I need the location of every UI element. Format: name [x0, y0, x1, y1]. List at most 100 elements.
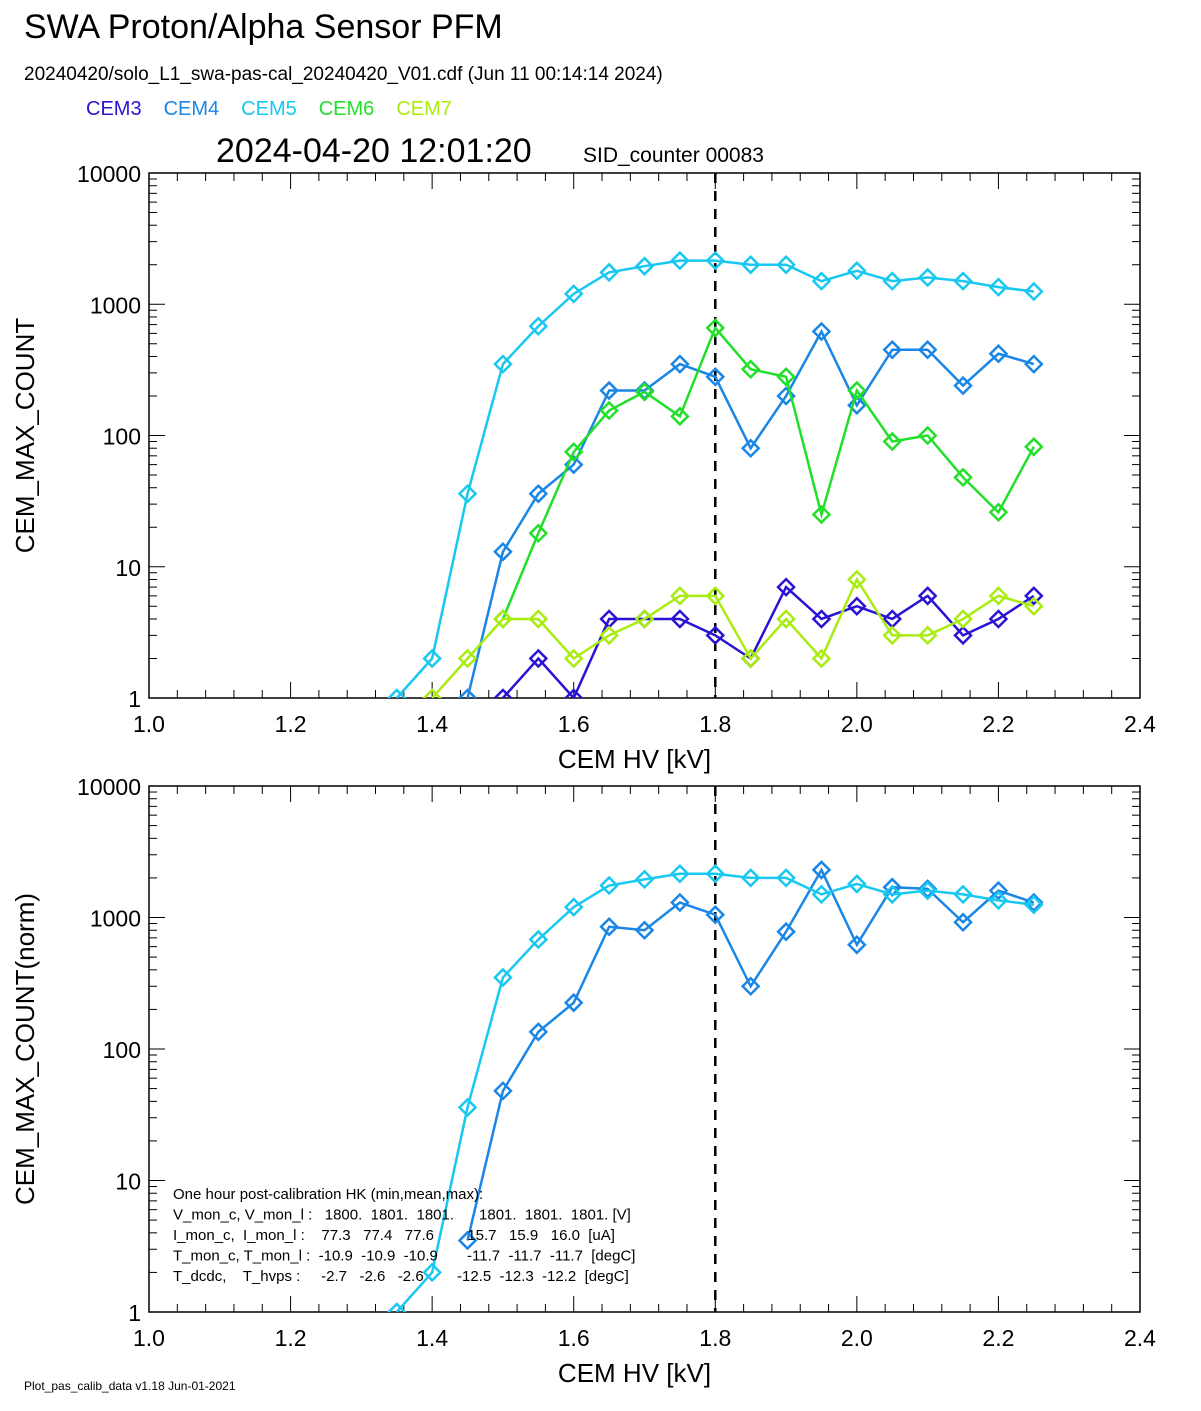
data-point-cem5 — [563, 897, 584, 917]
data-point-cem5 — [1024, 281, 1044, 302]
data-point-cem3 — [953, 625, 973, 646]
x-tick-label: 2.0 — [841, 1325, 873, 1351]
data-point-cem7 — [705, 586, 726, 606]
data-point-cem7 — [422, 688, 442, 698]
data-point-cem7 — [811, 648, 832, 669]
data-point-cem5 — [634, 256, 655, 276]
hk-annotation-line: One hour post-calibration HK (min,mean,m… — [173, 1186, 483, 1203]
data-point-cem6 — [670, 406, 690, 427]
data-point-cem6 — [811, 504, 832, 525]
data-point-cem6 — [882, 431, 903, 452]
data-point-cem5 — [457, 1097, 478, 1118]
data-point-cem4 — [953, 375, 973, 396]
data-point-cem5 — [493, 967, 513, 988]
data-point-cem7 — [953, 609, 973, 629]
data-point-cem5 — [386, 1302, 407, 1312]
data-point-cem7 — [776, 609, 796, 629]
data-point-cem3 — [811, 609, 832, 629]
data-point-cem6 — [988, 502, 1009, 523]
data-point-cem4 — [528, 1022, 549, 1042]
data-point-cem4 — [847, 395, 867, 416]
timestamp: 2024-04-20 12:01:20 — [216, 132, 532, 170]
chart-2: 1.0 1.2 1.4 1.6 1.8 2.0 2.2 2.4 1 10 100 1000 10000 C… — [10, 774, 1156, 1388]
chart-1: 1.0 1.2 1.4 1.6 1.8 2.0 2.2 2.4 1 10 100 1000 10000 C… — [10, 161, 1156, 774]
data-point-cem5 — [953, 271, 973, 291]
data-point-cem3 — [988, 609, 1009, 629]
data-point-cem6 — [776, 367, 796, 387]
data-point-cem6 — [1024, 437, 1044, 457]
data-point-cem6 — [705, 318, 726, 338]
data-point-cem5 — [988, 890, 1009, 911]
data-point-cem3 — [528, 648, 549, 669]
x-tick-label: 1.4 — [416, 711, 448, 737]
data-point-cem3 — [847, 596, 867, 617]
data-point-cem5 — [740, 868, 761, 888]
legend-item-cem3: CEM3 — [86, 98, 142, 120]
data-point-cem7 — [670, 586, 690, 606]
data-point-cem5 — [422, 1262, 442, 1283]
data-point-cem5 — [493, 354, 513, 374]
data-point-cem4 — [493, 542, 513, 562]
data-point-cem5 — [386, 688, 407, 698]
data-point-cem5 — [953, 884, 973, 905]
data-point-cem5 — [882, 884, 903, 905]
data-point-cem4 — [457, 688, 478, 698]
series-line-cem5 — [395, 259, 1034, 698]
y-tick-label: 1000 — [90, 906, 141, 932]
data-point-cem6 — [847, 380, 867, 401]
data-point-cem7 — [988, 586, 1009, 606]
data-point-cem4 — [740, 438, 761, 458]
data-point-cem4 — [811, 321, 832, 342]
data-point-cem6 — [740, 359, 761, 379]
data-point-cem4 — [740, 976, 761, 997]
data-point-cem5 — [988, 277, 1009, 297]
data-point-cem5 — [634, 869, 655, 890]
data-point-cem5 — [811, 271, 832, 291]
data-point-cem5 — [740, 254, 761, 275]
data-point-cem4 — [599, 917, 619, 937]
data-point-cem7 — [528, 609, 549, 629]
data-point-cem7 — [740, 648, 761, 669]
data-point-cem5 — [705, 864, 726, 884]
x-tick-label: 2.0 — [841, 711, 873, 737]
data-point-cem7 — [457, 648, 478, 669]
y-tick-label: 100 — [103, 1037, 141, 1063]
y-axis-label: CEM_MAX_COUNT — [10, 318, 40, 554]
data-point-cem4 — [705, 367, 726, 387]
data-point-cem4 — [988, 880, 1009, 901]
data-point-cem5 — [705, 250, 726, 271]
y-tick-label: 100 — [103, 424, 141, 450]
data-point-cem3 — [917, 586, 938, 606]
data-point-cem6 — [563, 442, 584, 462]
y-tick-label: 1 — [128, 1300, 141, 1326]
series-line-cem3 — [501, 585, 1035, 698]
series-group — [386, 860, 1044, 1312]
x-tick-label: 1.8 — [699, 711, 731, 737]
y-tick-label: 10000 — [77, 161, 141, 187]
data-point-cem3 — [493, 688, 513, 698]
data-point-cem5 — [599, 875, 619, 896]
data-point-cem4 — [988, 343, 1009, 364]
footer-version: Plot_pas_calib_data v1.18 Jun-01-2021 — [24, 1379, 236, 1393]
legend: CEM3 CEM4 CEM5 CEM6 CEM7 — [86, 98, 474, 121]
data-point-cem4 — [634, 920, 655, 941]
x-tick-label: 1.2 — [275, 1325, 307, 1351]
x-tick-label: 1.2 — [275, 711, 307, 737]
legend-item-cem6: CEM6 — [318, 98, 375, 120]
data-point-cem5 — [882, 271, 903, 291]
data-point-cem4 — [776, 921, 796, 942]
data-point-cem4 — [1024, 354, 1044, 374]
data-point-cem4 — [705, 904, 726, 925]
data-point-cem5 — [528, 929, 549, 950]
data-point-cem3 — [670, 609, 690, 629]
data-point-cem7 — [1024, 596, 1044, 617]
data-point-cem4 — [847, 935, 867, 955]
data-point-cem4 — [917, 339, 938, 360]
data-point-cem5 — [670, 250, 690, 271]
hk-annotation-line: T_mon_c, T_mon_l : -10.9 -10.9 -10.9 -11… — [173, 1248, 635, 1265]
series-line-cem4 — [466, 328, 1035, 698]
data-point-cem4 — [882, 339, 903, 360]
data-point-cem4 — [953, 912, 973, 933]
data-point-cem5 — [776, 868, 796, 888]
